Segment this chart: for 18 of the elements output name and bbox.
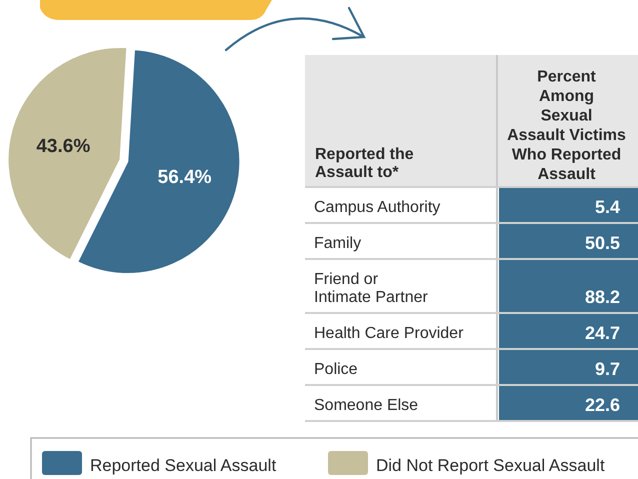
legend-label: Did Not Report Sexual Assault [376,456,605,475]
data-label: 9.7 [594,359,620,379]
data-label: 22.6 [584,395,620,415]
category-label: Someone Else [314,397,418,414]
data-label: 56.4% [158,167,212,188]
data-label: 88.2 [584,287,620,307]
category-label: Health Care Provider [314,325,464,342]
legend-label: Reported Sexual Assault [90,456,276,475]
data-label: 5.4 [594,197,620,217]
category-label: Friend or Intimate Partner [314,271,428,306]
text: Percent Among Sexual Assault Victims Who Reported Assault [507,68,626,183]
data-label: 50.5 [584,233,620,253]
data-label: 24.7 [584,323,620,343]
text: Reported the Assault to* [315,146,414,181]
category-label: Campus Authority [314,199,440,216]
data-label: 43.6% [36,136,90,158]
category-label: Family [314,235,362,252]
category-label: Police [314,361,358,378]
